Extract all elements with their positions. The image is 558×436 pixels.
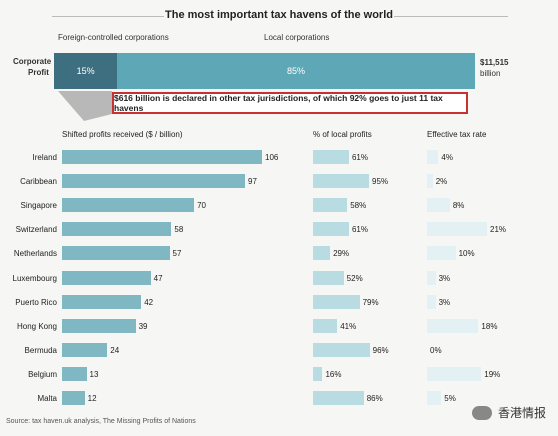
- profit-bar: [62, 294, 142, 309]
- tax-rate-bar: [427, 294, 436, 309]
- category-label: Ireland: [32, 153, 57, 162]
- pointer-wedge: [58, 91, 112, 121]
- local-share-bar: [313, 294, 360, 309]
- category-label: Caribbean: [20, 177, 57, 187]
- profit-value: 58: [174, 225, 184, 235]
- local-share-bar: [313, 270, 344, 285]
- local-share-bar: [313, 366, 323, 381]
- local-share-bar: [313, 222, 349, 237]
- tax-rate-bar: [427, 222, 487, 237]
- local-share-bar: [313, 174, 370, 189]
- profit-value: 13: [89, 369, 99, 379]
- total-unit: billion: [480, 69, 501, 78]
- tax-rate-bar: [427, 391, 442, 405]
- local-share-value: 52%: [346, 273, 363, 283]
- profit-label: Profit: [28, 68, 49, 77]
- local-pct: 85%: [287, 66, 306, 76]
- tax-rate-value: 3%: [438, 273, 451, 283]
- profit-value: 47: [153, 273, 163, 283]
- profit-value: 97: [248, 177, 257, 187]
- category-label: Luxembourg: [12, 273, 57, 283]
- local-share-value: 96%: [372, 345, 389, 355]
- local-share-value: 79%: [362, 297, 379, 307]
- title-rule-left: [52, 16, 164, 17]
- local-segment: 85%: [117, 53, 475, 89]
- profit-bar: [62, 150, 262, 164]
- watermark: 香港情报: [471, 404, 546, 421]
- profit-value: 39: [138, 321, 148, 331]
- header-local-profits: % of local profits: [313, 130, 372, 139]
- local-share-value: 58%: [350, 201, 367, 211]
- category-label: Switzerland: [15, 225, 57, 235]
- local-share-value: 41%: [340, 321, 357, 331]
- tax-rate-value: 19%: [484, 369, 501, 379]
- profit-bar: [62, 174, 246, 189]
- tax-rate-value: 18%: [481, 321, 498, 331]
- tax-rate-value: 8%: [452, 201, 465, 211]
- tax-rate-value: 4%: [441, 153, 453, 162]
- source-note: Source: tax haven.uk analysis, The Missi…: [6, 418, 196, 425]
- category-label: Singapore: [20, 201, 57, 211]
- category-label: Malta: [37, 394, 57, 403]
- profit-value: 70: [197, 201, 206, 211]
- profit-bar: [62, 246, 170, 261]
- tax-rate-value: 2%: [435, 177, 448, 187]
- corporate-label: Corporate: [13, 57, 52, 66]
- profit-value: 24: [110, 345, 120, 355]
- tax-rate-bar: [427, 366, 482, 381]
- foreign-pct: 15%: [76, 66, 95, 76]
- tax-rate-value: 5%: [444, 394, 456, 403]
- local-share-bar: [313, 246, 331, 261]
- category-label: Bermuda: [24, 345, 57, 355]
- local-share-value: 61%: [351, 225, 368, 235]
- title-rule-right: [394, 16, 508, 17]
- category-label: Belgium: [28, 369, 57, 379]
- local-share-value: 16%: [325, 369, 342, 379]
- profit-bar: [62, 391, 85, 405]
- category-label: Netherlands: [13, 249, 57, 259]
- profit-bar: [62, 222, 172, 237]
- tax-rate-bar: [427, 174, 433, 189]
- profit-bar: [62, 366, 87, 381]
- local-share-value: 95%: [372, 177, 389, 187]
- foreign-segment: 15%: [54, 53, 118, 89]
- tax-rate-bar: [427, 150, 439, 164]
- profit-value: 57: [172, 249, 182, 259]
- tax-rate-bar: [427, 198, 450, 213]
- local-share-value: 29%: [333, 249, 350, 259]
- local-share-bar: [313, 318, 338, 333]
- watermark-text: 香港情报: [497, 406, 546, 420]
- tax-rate-value: 0%: [430, 345, 442, 355]
- category-label: Puerto Rico: [15, 297, 57, 307]
- profit-bar: [62, 198, 195, 213]
- chart-title: The most important tax havens of the wor…: [165, 9, 393, 21]
- local-share-bar: [313, 342, 370, 357]
- local-share-value: 86%: [366, 394, 383, 403]
- tax-rate-bar: [427, 270, 436, 285]
- profit-bar: [62, 342, 108, 357]
- profit-bar: [62, 318, 136, 333]
- foreign-label: Foreign-controlled corporations: [58, 33, 169, 42]
- category-label: Hong Kong: [16, 321, 57, 331]
- header-shifted-profits: Shifted profits received ($ / billion): [62, 130, 183, 139]
- tax-rate-value: 21%: [490, 225, 507, 235]
- header-tax-rate: Effective tax rate: [427, 130, 487, 139]
- local-label: Local corporations: [264, 33, 330, 42]
- local-share-bar: [313, 150, 349, 164]
- profit-bar: [62, 270, 151, 285]
- total-value: $11,515: [480, 58, 509, 67]
- wechat-icon: [471, 405, 492, 420]
- callout-box: $616 billion is declared in other tax ju…: [112, 92, 468, 114]
- profit-value: 42: [144, 297, 154, 307]
- tax-rate-bar: [427, 318, 479, 333]
- local-share-bar: [313, 198, 348, 213]
- local-share-value: 61%: [351, 153, 368, 162]
- tax-rate-value: 10%: [458, 249, 475, 259]
- local-share-bar: [313, 391, 364, 405]
- profit-value: 106: [265, 153, 279, 162]
- tax-rate-bar: [427, 246, 456, 261]
- tax-rate-value: 3%: [438, 297, 451, 307]
- profit-value: 12: [87, 394, 97, 403]
